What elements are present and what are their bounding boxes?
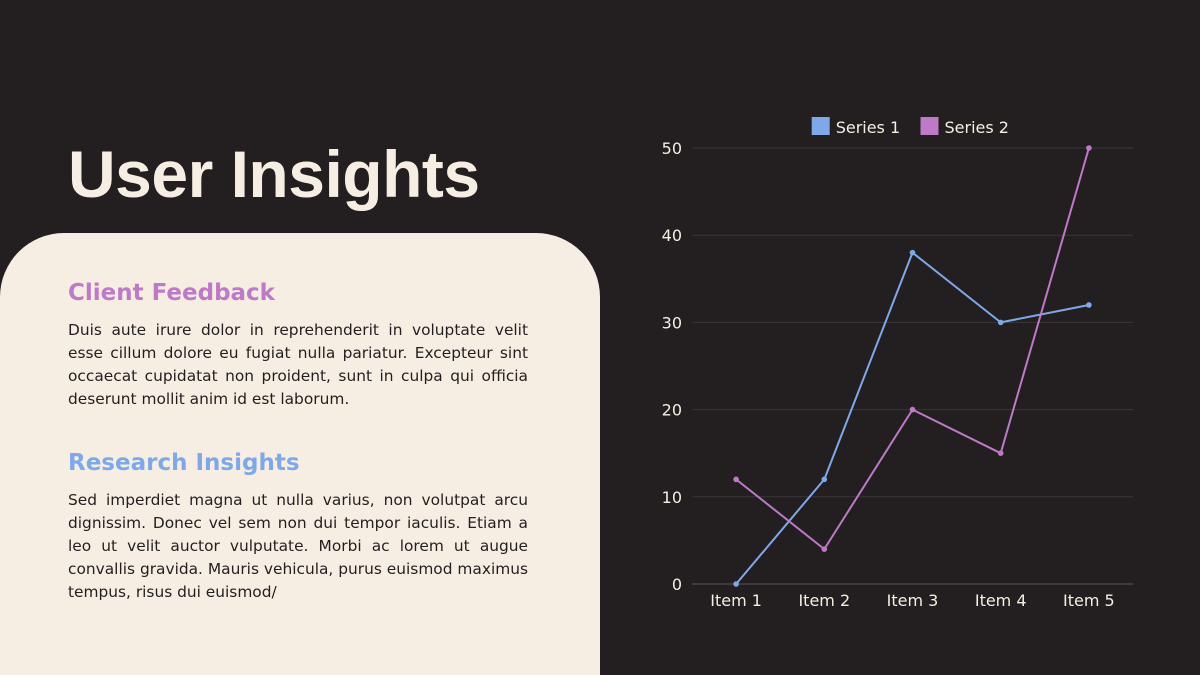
slide-title: User Insights — [68, 137, 480, 211]
chart-gridlines — [692, 147, 1133, 585]
research-insights-heading: Research Insights — [68, 450, 300, 476]
client-feedback-text: Duis aute irure dolor in reprehenderit i… — [68, 321, 528, 408]
x-tick-label: Item 2 — [798, 591, 850, 610]
series-2-point — [733, 476, 739, 483]
y-tick-label: 30 — [662, 313, 682, 332]
x-tick-label: Item 4 — [975, 591, 1027, 610]
legend-swatch-series-2 — [920, 117, 939, 135]
x-tick-label: Item 5 — [1063, 591, 1115, 610]
series-2-point — [909, 406, 916, 413]
series-1-point — [909, 249, 916, 256]
chart-series — [733, 145, 1092, 587]
line-chart-svg: 0 10 20 30 40 50 Item 1 Item 2 Item 3 Item 4 Item … — [662, 117, 1133, 610]
legend-label-series-1: Series 1 — [836, 118, 900, 137]
legend-label-series-2: Series 2 — [945, 118, 1009, 137]
series-1-point — [1086, 302, 1092, 308]
chart-axes: 0 10 20 30 40 50 Item 1 Item 2 Item 3 Item 4 Item … — [662, 139, 1115, 610]
series-2-point — [1086, 145, 1092, 151]
line-chart: 0 10 20 30 40 50 Item 1 Item 2 Item 3 Item 4 Item … — [640, 100, 1160, 630]
legend-swatch-series-1 — [811, 117, 830, 135]
y-tick-label: 20 — [662, 401, 682, 420]
series-2-line — [735, 147, 1090, 551]
insights-card: Client Feedback Duis aute irure dolor in… — [0, 233, 600, 675]
series-1-point — [733, 581, 739, 587]
research-insights-text: Sed imperdiet magna ut nulla varius, non… — [68, 491, 528, 601]
y-tick-label: 0 — [672, 575, 682, 594]
client-feedback-heading: Client Feedback — [68, 280, 275, 306]
series-1-point — [821, 476, 828, 483]
series-1-point — [997, 319, 1004, 326]
series-2-point — [821, 546, 828, 552]
series-1-line — [735, 251, 1090, 585]
series-2-point — [997, 450, 1004, 457]
y-tick-label: 50 — [662, 139, 682, 158]
y-tick-label: 10 — [662, 488, 682, 507]
x-tick-label: Item 3 — [887, 591, 939, 610]
y-tick-label: 40 — [662, 226, 682, 245]
x-tick-label: Item 1 — [710, 591, 762, 610]
chart-legend: Series 1 Series 2 — [811, 117, 1009, 137]
